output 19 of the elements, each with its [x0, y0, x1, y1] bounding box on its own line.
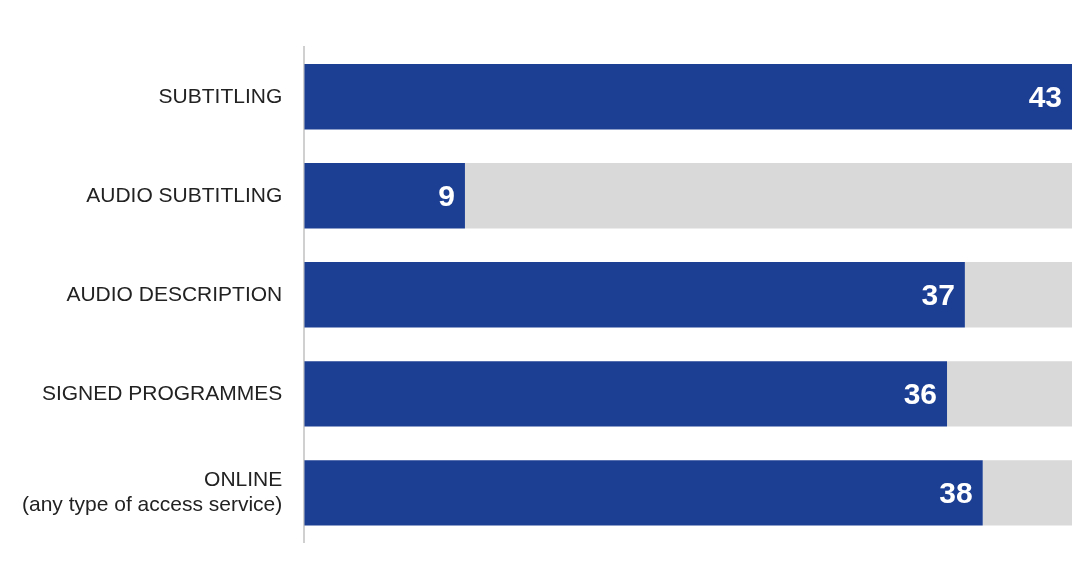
bar	[982, 460, 1072, 526]
data-label: 37	[921, 278, 955, 312]
bar	[304, 163, 465, 229]
bar	[964, 262, 1072, 328]
data-label: 43	[1028, 79, 1062, 113]
bar	[304, 361, 948, 427]
y-tick-label: ONLINE (any type of access service)	[22, 467, 283, 516]
data-label: 38	[939, 476, 973, 510]
y-tick-label: SUBTITLING	[158, 83, 283, 107]
bar	[304, 64, 1072, 130]
bar	[304, 460, 983, 526]
bar	[947, 361, 1072, 427]
bar	[304, 262, 965, 328]
bar	[464, 163, 1072, 229]
y-tick-label: SIGNED PROGRAMMES	[41, 380, 283, 404]
data-label: 9	[438, 179, 455, 213]
y-tick-label: AUDIO SUBTITLING	[86, 182, 283, 206]
data-label: 36	[903, 377, 938, 411]
y-tick-label: AUDIO DESCRIPTION	[66, 281, 283, 305]
